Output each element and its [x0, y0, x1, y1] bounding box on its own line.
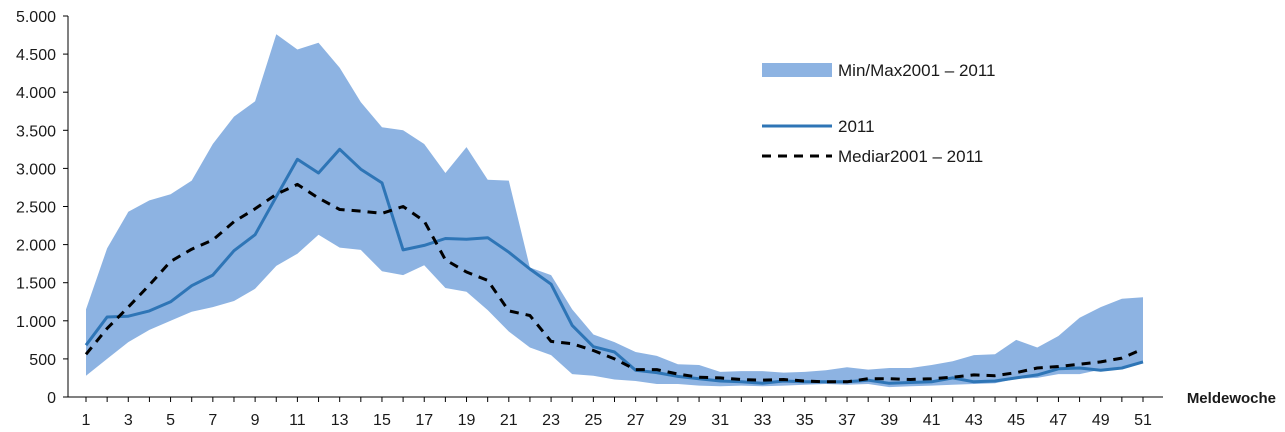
x-tick-label: 5: [166, 412, 175, 429]
legend-2011-label: 2011: [838, 117, 875, 136]
x-tick-label: 35: [796, 412, 814, 429]
y-tick-label: 5.000: [16, 9, 56, 26]
x-tick-label: 25: [584, 412, 602, 429]
y-tick-label: 2.000: [16, 238, 56, 255]
x-tick-label: 29: [669, 412, 687, 429]
x-tick-label: 9: [251, 412, 260, 429]
x-tick-label: 33: [754, 412, 772, 429]
y-tick-label: 1.500: [16, 276, 56, 293]
series-layer: [84, 147, 1144, 385]
y-tick-label: 4.000: [16, 85, 56, 102]
series-2011-line: [84, 147, 1144, 385]
y-tick-label: 3.000: [16, 161, 56, 178]
x-tick-label: 19: [458, 412, 476, 429]
series-median-line: [84, 182, 1144, 384]
x-tick-label: 43: [965, 412, 983, 429]
x-tick-label: 47: [1050, 412, 1068, 429]
x-tick-label: 51: [1134, 412, 1152, 429]
x-tick-label: 45: [1007, 412, 1025, 429]
x-tick-label: 49: [1092, 412, 1110, 429]
x-tick-label: 15: [373, 412, 391, 429]
x-tick-label: 41: [923, 412, 941, 429]
legend-band-swatch: [762, 63, 832, 77]
x-tick-label: 21: [500, 412, 518, 429]
band-layer: [86, 34, 1143, 388]
minmax-band: [86, 34, 1143, 388]
x-tick-label: 31: [711, 412, 729, 429]
x-tick-label: 37: [838, 412, 856, 429]
x-tick-label: 27: [627, 412, 645, 429]
y-tick-label: 4.500: [16, 47, 56, 64]
legend-median-label: Mediar2001 – 2011: [838, 147, 983, 166]
axes-layer: 0 500 1.000 1.500 2.000 2.500 3.000 3.500 4.000 4…: [16, 9, 1276, 429]
y-tick-label: 0: [47, 390, 56, 407]
x-tick-label: 17: [415, 412, 433, 429]
legend-band-label: Min/Max2001 – 2011: [838, 61, 996, 80]
y-tick-label: 3.500: [16, 123, 56, 140]
x-tick-label: 3: [124, 412, 133, 429]
x-tick-label: 13: [331, 412, 349, 429]
y-tick-label: 2.500: [16, 200, 56, 217]
x-tick-label: 23: [542, 412, 560, 429]
x-axis-label: Meldewoche: [1187, 390, 1276, 407]
legend: Min/Max2001 – 2011 2011 Mediar2001 – 201…: [762, 61, 996, 166]
x-tick-label: 7: [208, 412, 217, 429]
x-tick-label: 11: [289, 412, 306, 429]
x-tick-label: 1: [82, 412, 91, 429]
y-tick-label: 500: [29, 352, 56, 369]
x-tick-label: 39: [880, 412, 898, 429]
y-tick-label: 1.000: [16, 314, 56, 331]
